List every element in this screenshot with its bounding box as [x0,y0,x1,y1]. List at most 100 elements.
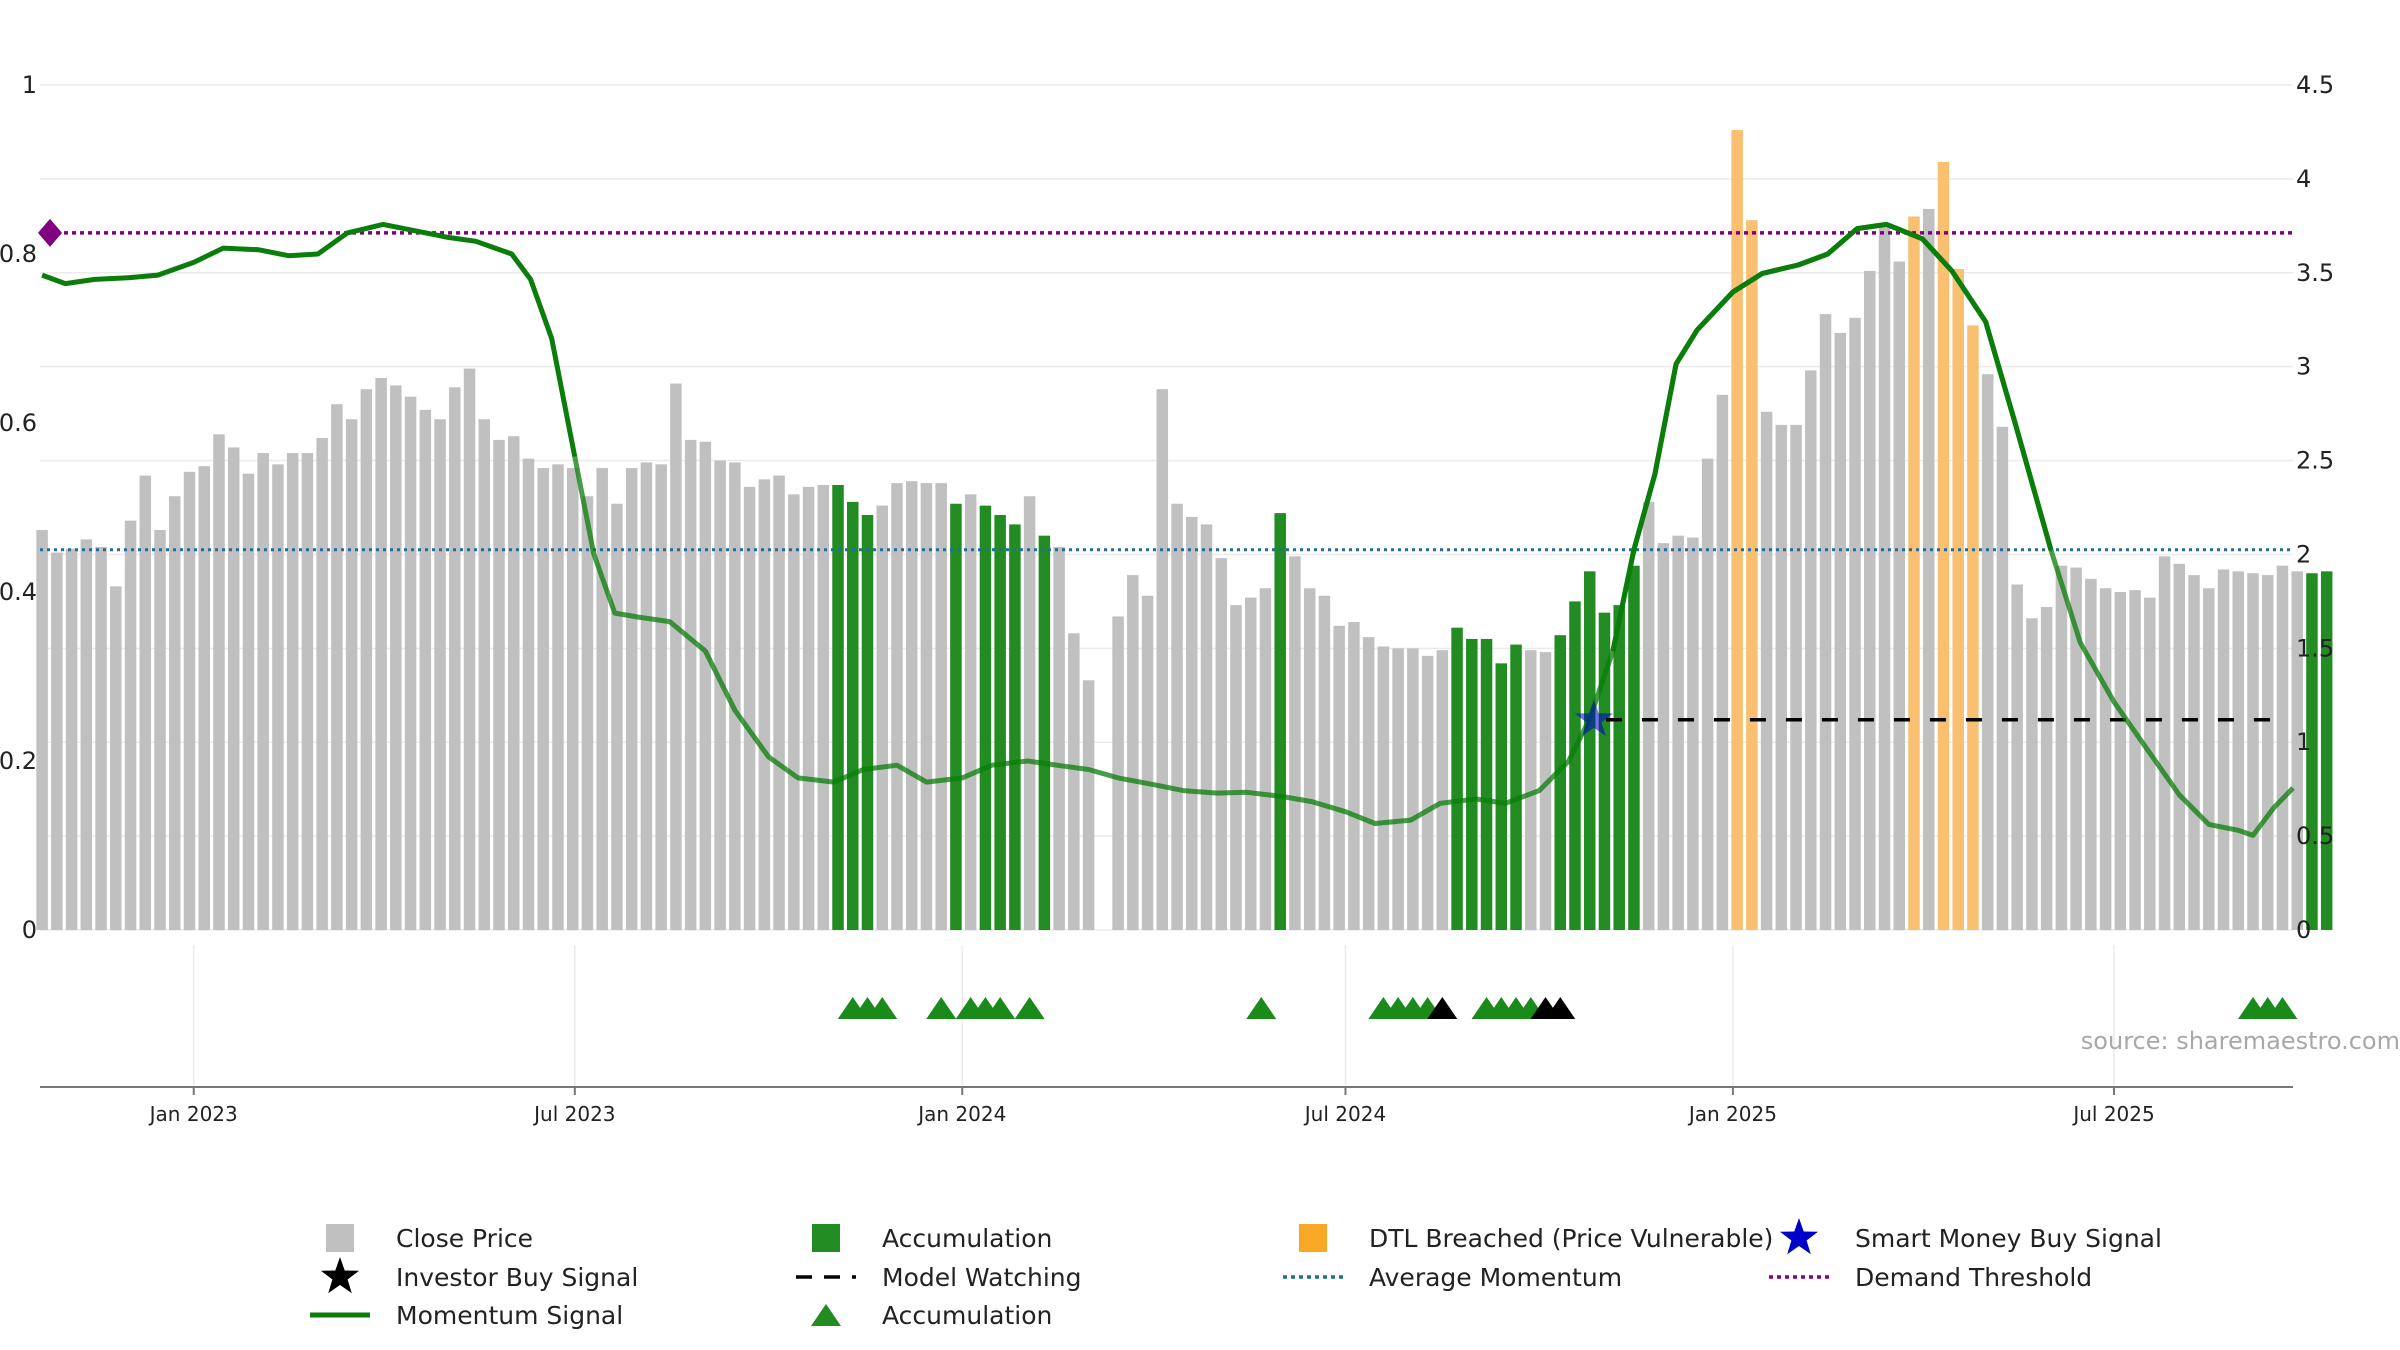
close-price-bar [522,458,535,930]
accumulation-bar [1451,627,1463,930]
close-price-bar [1303,588,1316,930]
legend-label: Accumulation [882,1301,1052,1330]
close-price-bar [1230,605,1242,930]
legend-square-icon [1299,1224,1327,1252]
close-price-bar [1407,648,1419,930]
accumulation-triangle [1014,997,1045,1019]
legend-triangle-icon [811,1304,841,1326]
close-price-bar [773,475,785,930]
right-tick-label: 0.5 [2296,822,2334,850]
close-price-bar [95,546,107,930]
close-price-bar [670,383,682,931]
investor-signal-triangle [1545,997,1576,1019]
legend-label: Smart Money Buy Signal [1855,1224,2162,1253]
close-price-bar [1805,370,1817,930]
left-tick-label: 1 [22,71,37,99]
right-tick-label: 4.5 [2296,71,2334,99]
right-tick-label: 3 [2296,353,2311,381]
close-price-bar [1215,558,1227,930]
close-price-bar [1362,637,1375,930]
close-price-bar [611,503,623,930]
accumulation-bar [1598,612,1611,930]
legend-square-icon [326,1224,354,1252]
bar-series [36,130,2333,931]
close-price-bar [1716,394,1729,930]
accumulation-bar [1038,535,1051,930]
dtl-breached-bar [1746,220,1758,930]
accumulation-bar [861,515,874,930]
accumulation-bar [1569,601,1581,930]
close-price-bar [729,462,741,930]
legend-item: Momentum Signal [310,1301,623,1330]
accumulation-bar [994,515,1006,930]
close-price-bar [2232,571,2245,930]
close-price-bar [1186,516,1198,930]
dtl-breached-bar [1731,130,1743,931]
close-price-bar [478,419,491,930]
close-price-bar [2055,565,2068,930]
dtl-breached-bar [1937,161,1950,930]
x-tick-label: Jan 2025 [1687,1102,1777,1126]
legend-item: Model Watching [796,1263,1082,1292]
close-price-bar [876,505,888,930]
accumulation-bar [1613,605,1625,930]
right-tick-label: 3.5 [2296,259,2334,287]
accumulation-bar [1466,638,1478,930]
close-price-bar [2247,573,2259,930]
close-price-bar [905,481,918,930]
accumulation-bar [1495,663,1508,930]
left-tick-label: 0.4 [0,578,37,606]
legend-label: Model Watching [882,1263,1082,1292]
legend-item: DTL Breached (Price Vulnerable) [1299,1224,1773,1253]
close-price-bar [1259,588,1272,930]
close-price-bar [1775,424,1788,930]
left-tick-label: 0.6 [0,409,37,437]
accumulation-triangle [2267,997,2298,1019]
close-price-bar [714,460,726,930]
right-tick-label: 4 [2296,165,2311,193]
close-price-bar [2276,565,2289,930]
close-price-bar [2291,571,2303,930]
close-price-bar [1878,223,1891,930]
close-price-bar [286,453,299,930]
close-price-bar [2011,584,2023,930]
close-price-bar [758,479,771,930]
close-price-bar [1348,622,1360,930]
smart-money-buy-signal-marker [1574,699,1613,736]
close-price-bar [183,471,196,930]
dtl-breached-bar [1908,216,1920,930]
accumulation-bar [1480,638,1493,930]
marker-series [837,699,2298,1019]
legend-label: Demand Threshold [1855,1263,2092,1292]
close-price-bar [2173,563,2186,930]
close-price-bar [463,368,476,930]
accumulation-bar [832,484,844,930]
investor-signal-triangle [1427,997,1458,1019]
close-price-bar [1127,575,1139,930]
close-price-bar [1244,597,1257,930]
close-price-bar [213,434,225,930]
close-price-bar [2114,592,2127,930]
x-tick-label: Jan 2023 [148,1102,238,1126]
close-price-bar [1436,650,1449,930]
x-tick-label: Jul 2024 [1303,1102,1386,1126]
legend-square-icon [812,1224,840,1252]
close-price-bar [1200,524,1213,930]
close-price-bar [1849,317,1861,930]
legend-label: Average Momentum [1369,1263,1622,1292]
close-price-bar [1981,374,1994,931]
close-price-bar [1082,680,1095,930]
momentum-signal-line-peak [1610,221,2054,652]
close-price-bar [316,438,328,930]
accumulation-bar [2320,571,2333,930]
legend-item: Smart Money Buy Signal [1780,1218,2162,1255]
left-tick-label: 0.2 [0,747,37,775]
right-tick-label: 2.5 [2296,447,2334,475]
close-price-bar [920,483,933,930]
close-price-bar [404,396,417,930]
close-price-bar [788,494,800,930]
close-price-bar [1834,332,1847,930]
source-label: source: sharemaestro.com [2081,1027,2400,1055]
close-price-bar [1922,208,1935,930]
